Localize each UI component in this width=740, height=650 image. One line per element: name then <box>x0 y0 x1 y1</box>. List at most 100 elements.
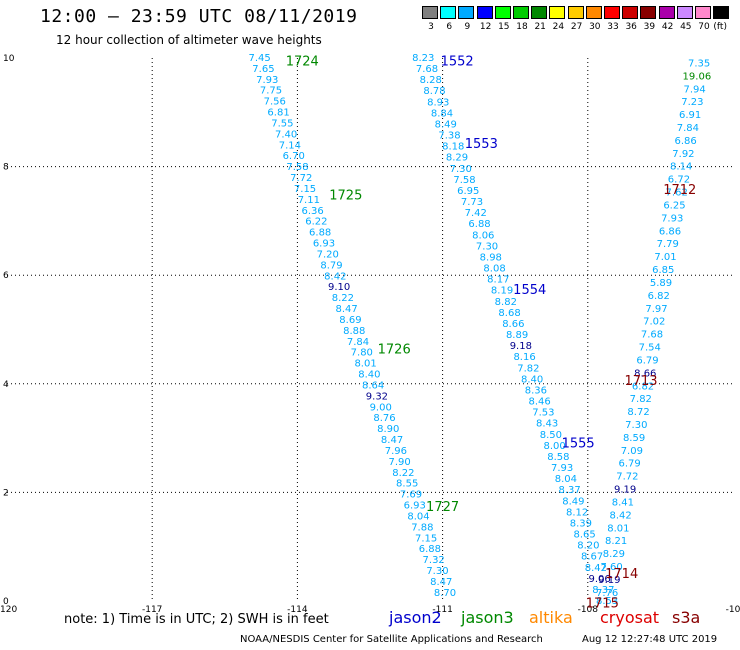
swh-value: 6.22 <box>305 217 327 228</box>
legend-swatch <box>713 6 730 19</box>
legend-swatch <box>458 6 475 19</box>
y-tick-label: 10 <box>3 54 15 64</box>
swh-value: 7.82 <box>630 394 652 405</box>
swh-value: 9.19 <box>598 575 620 586</box>
y-tick-label: 0 <box>3 597 9 607</box>
swh-value: 8.36 <box>525 385 547 396</box>
swh-value: 8.37 <box>558 485 580 496</box>
swh-value: 8.90 <box>377 424 399 435</box>
swh-value: 8.00 <box>543 441 565 452</box>
x-tick-label: -10 <box>726 605 740 615</box>
swh-value: 7.73 <box>461 197 483 208</box>
legend-swatch <box>604 6 620 19</box>
legend-label: 18 <box>516 22 528 32</box>
swh-value: 6.70 <box>283 151 305 162</box>
swh-value: 7.45 <box>249 53 271 64</box>
swh-value: 8.01 <box>354 359 376 370</box>
swh-value: 7.38 <box>438 131 460 142</box>
x-tick-label: -114 <box>287 605 308 615</box>
swh-value: 8.66 <box>634 368 656 379</box>
legend-label: 9 <box>464 22 471 32</box>
swh-value: 7.54 <box>639 343 661 354</box>
satellite-cryosat: cryosat <box>600 608 660 627</box>
legend-label: 45 <box>680 22 692 32</box>
legend-swatch <box>695 6 711 19</box>
swh-value: 8.46 <box>528 397 550 408</box>
legend-swatch <box>440 6 457 19</box>
swh-value: 9.10 <box>328 282 350 293</box>
swh-value: 8.66 <box>502 319 524 330</box>
swh-value: 6.93 <box>313 239 335 250</box>
legend-swatch <box>494 6 511 19</box>
swh-value: 7.72 <box>616 472 638 483</box>
swh-value: 7.30 <box>625 420 647 431</box>
swh-value: 7.84 <box>347 337 369 348</box>
swh-value: 8.04 <box>407 511 429 522</box>
pass-label: 1727 <box>426 500 459 515</box>
swh-value: 8.88 <box>343 326 365 337</box>
swh-value: 7.30 <box>476 241 498 252</box>
pass-label: 1712 <box>663 183 696 198</box>
legend-label: 70 <box>698 22 710 32</box>
pass-label: 1714 <box>605 567 638 582</box>
swh-value: 8.50 <box>540 430 562 441</box>
swh-value: 8.89 <box>506 330 528 341</box>
legend-label: 12 <box>479 22 492 32</box>
swh-value: 8.22 <box>392 468 414 479</box>
legend-swatch <box>567 6 584 19</box>
legend-label: 6 <box>446 22 453 32</box>
pass-label: 1552 <box>441 54 474 69</box>
swh-value: 6.93 <box>404 501 426 512</box>
y-tick-label: 4 <box>3 380 9 390</box>
legend-label: 24 <box>552 22 565 32</box>
swh-value: 6.81 <box>267 108 289 119</box>
swh-value: 8.47 <box>430 577 452 588</box>
satellite-jason2: jason2 <box>389 608 442 627</box>
pass-label: 1715 <box>586 597 619 612</box>
legend-unit: (ft) <box>713 22 727 32</box>
swh-value: 7.94 <box>684 84 706 95</box>
swh-value: 7.60 <box>601 562 623 573</box>
swh-value: 7.72 <box>290 173 312 184</box>
swh-value: 7.32 <box>423 555 445 566</box>
swh-value: 8.49 <box>435 119 457 130</box>
generation-timestamp: Aug 12 12:27:48 UTC 2019 <box>582 634 718 645</box>
swh-value: 7.01 <box>654 252 676 263</box>
swh-value: 7.65 <box>252 64 274 75</box>
swh-value: 6.88 <box>309 228 331 239</box>
x-tick-label: -120 <box>0 605 17 615</box>
satellite-jason3: jason3 <box>461 608 514 627</box>
swh-value: 7.92 <box>672 149 694 160</box>
legend-swatch <box>549 6 566 19</box>
swh-value: 8.12 <box>566 507 588 518</box>
swh-value: 8.42 <box>585 563 607 574</box>
swh-value: 8.39 <box>570 518 592 529</box>
swh-value: 7.02 <box>643 317 665 328</box>
swh-value: 8.72 <box>627 407 649 418</box>
swh-value: 8.04 <box>555 474 577 485</box>
legend-label: 33 <box>607 22 619 32</box>
swh-value: 7.55 <box>271 118 293 129</box>
swh-value: 8.21 <box>605 536 627 547</box>
legend-swatch <box>476 6 493 19</box>
swh-value: 6.95 <box>457 186 479 197</box>
swh-value: 7.53 <box>532 408 554 419</box>
y-tick-label: 2 <box>3 488 9 498</box>
legend-label: 30 <box>589 22 601 32</box>
legend-swatch <box>676 6 693 19</box>
pass-label: 1555 <box>562 437 595 452</box>
swh-value: 6.88 <box>468 219 490 230</box>
swh-value: 8.64 <box>362 380 384 391</box>
swh-value: 8.98 <box>480 252 502 263</box>
swh-value: 7.58 <box>453 175 475 186</box>
swh-value: 8.59 <box>623 433 645 444</box>
swh-value: 7.15 <box>294 184 316 195</box>
satellite-s3a: s3a <box>672 608 701 627</box>
swh-value: 8.40 <box>521 374 543 385</box>
chart-title: 12:00 – 23:59 UTC 08/11/2019 <box>40 6 358 27</box>
swh-value: 8.84 <box>431 108 453 119</box>
legend-label: 15 <box>498 22 510 32</box>
x-tick-label: -108 <box>578 605 599 615</box>
swh-value: 8.37 <box>592 585 614 596</box>
swh-value: 7.88 <box>411 522 433 533</box>
